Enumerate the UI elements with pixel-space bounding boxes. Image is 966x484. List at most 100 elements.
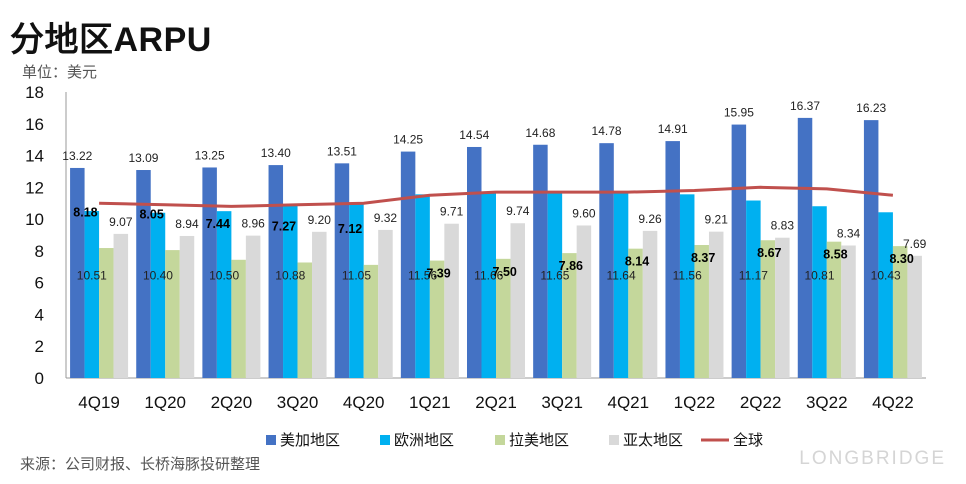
data-label: 7.86 — [559, 259, 583, 273]
data-label: 9.07 — [109, 215, 133, 229]
bar-2 — [349, 202, 364, 378]
bar-1 — [334, 163, 350, 378]
x-tick-label: 3Q20 — [277, 393, 319, 412]
x-tick-label: 4Q19 — [78, 393, 120, 412]
bar-2 — [283, 205, 298, 378]
y-tick-label: 16 — [25, 115, 44, 134]
bar-2 — [679, 194, 695, 378]
bar-3 — [231, 259, 246, 378]
x-tick-label: 3Q22 — [806, 393, 848, 412]
bar-3 — [826, 241, 842, 378]
data-label: 8.94 — [175, 217, 199, 231]
data-label: 7.44 — [206, 217, 230, 231]
x-tick-label: 4Q22 — [872, 393, 914, 412]
legend-label: 全球 — [733, 431, 763, 449]
data-label: 11.56 — [673, 268, 702, 282]
bar-1 — [731, 124, 747, 378]
legend-label: 亚太地区 — [623, 432, 683, 449]
unit-label: 单位：美元 — [22, 64, 98, 81]
legend-swatch — [495, 435, 505, 445]
bar-4 — [576, 225, 592, 378]
chart-title: 分地区ARPU — [10, 21, 212, 59]
data-label: 9.26 — [638, 212, 662, 226]
legend-swatch — [609, 435, 619, 445]
y-tick-label: 14 — [25, 147, 44, 166]
bar-3 — [892, 246, 908, 378]
data-label: 8.14 — [625, 255, 649, 269]
x-tick-label: 1Q20 — [144, 393, 186, 412]
bar-2 — [415, 194, 430, 378]
bar-1 — [599, 143, 614, 378]
bar-4 — [179, 235, 195, 378]
bar-1 — [70, 167, 85, 378]
bar-4 — [841, 245, 856, 378]
bar-3 — [694, 245, 709, 378]
bar-3 — [363, 264, 379, 378]
y-tick-label: 8 — [35, 242, 44, 261]
bar-3 — [165, 250, 180, 378]
bar-3 — [760, 240, 776, 378]
data-label: 11.66 — [474, 268, 503, 282]
x-tick-label: 3Q21 — [541, 393, 583, 412]
y-tick-label: 0 — [35, 369, 44, 388]
line-global — [99, 185, 894, 208]
data-label: 8.37 — [691, 251, 715, 265]
x-tick-label: 2Q20 — [211, 393, 253, 412]
bar-4 — [775, 237, 790, 378]
legend-swatch — [380, 435, 390, 445]
y-tick-label: 12 — [25, 178, 44, 197]
bar-4 — [245, 235, 261, 378]
data-label: 13.51 — [327, 144, 357, 158]
data-label: 11.56 — [408, 268, 437, 282]
data-label: 13.22 — [62, 149, 92, 163]
data-label: 9.71 — [440, 205, 464, 219]
data-label: 14.68 — [525, 126, 555, 140]
data-label: 14.25 — [393, 133, 423, 147]
bar-1 — [268, 165, 284, 378]
bar-2 — [878, 212, 893, 378]
data-label: 11.17 — [739, 268, 768, 282]
legend-label: 拉美地区 — [509, 432, 569, 449]
x-tick-label: 1Q22 — [674, 393, 716, 412]
data-label: 9.74 — [506, 204, 530, 218]
bar-1 — [863, 120, 879, 378]
source-note: 来源：公司财报、长桥海豚投研整理 — [20, 456, 261, 473]
data-label: 13.09 — [128, 151, 158, 165]
data-label: 9.21 — [705, 213, 729, 227]
y-tick-label: 4 — [35, 305, 44, 324]
data-label: 10.88 — [275, 268, 305, 282]
y-tick-label: 10 — [25, 210, 44, 229]
bar-3 — [628, 248, 643, 378]
x-tick-label: 4Q21 — [608, 393, 650, 412]
data-label: 8.05 — [139, 207, 163, 221]
bar-4 — [312, 231, 327, 378]
legend-label: 欧洲地区 — [394, 432, 454, 449]
data-label: 10.81 — [805, 268, 835, 282]
data-label: 11.05 — [342, 268, 371, 282]
data-label: 7.39 — [426, 267, 450, 281]
data-label: 8.96 — [241, 217, 265, 231]
data-label: 16.37 — [790, 99, 820, 113]
bar-1 — [136, 170, 151, 378]
x-tick-label: 4Q20 — [343, 393, 385, 412]
bar-1 — [797, 117, 813, 378]
bar-2 — [481, 192, 496, 378]
data-label: 8.18 — [73, 205, 97, 219]
bar-4 — [378, 229, 393, 378]
data-label: 10.40 — [143, 268, 173, 282]
legend-swatch — [266, 435, 276, 445]
data-label: 8.67 — [757, 246, 781, 260]
y-tick-label: 18 — [25, 83, 44, 102]
data-label: 7.27 — [272, 220, 296, 234]
bar-2 — [84, 211, 100, 378]
bar-4 — [510, 223, 525, 378]
data-label: 11.65 — [540, 268, 569, 282]
data-label: 13.40 — [261, 146, 291, 160]
x-tick-label: 1Q21 — [409, 393, 451, 412]
y-tick-label: 2 — [35, 337, 44, 356]
bar-1 — [665, 141, 680, 378]
bar-2 — [613, 193, 629, 378]
bar-3 — [99, 248, 114, 378]
bar-2 — [216, 211, 232, 378]
